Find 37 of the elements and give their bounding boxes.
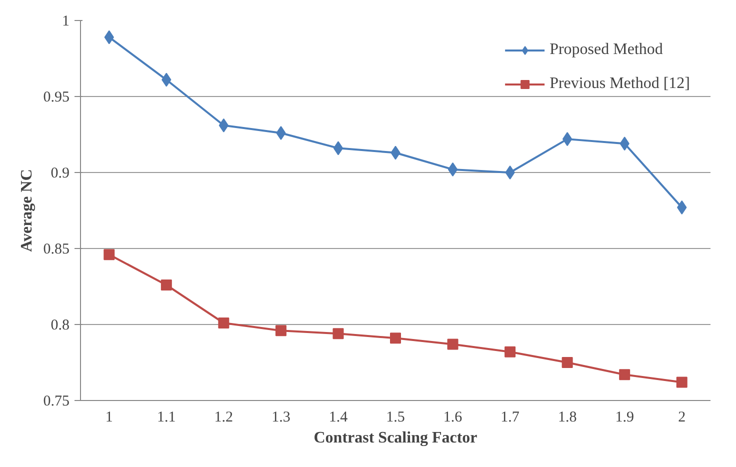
point: [275, 325, 286, 336]
point: [104, 249, 115, 260]
x-axis-title: Contrast Scaling Factor: [314, 430, 478, 446]
point: [505, 166, 515, 180]
y-tick-label: 0.95: [43, 90, 70, 106]
x-tick-label: 2: [678, 410, 686, 426]
y-tick-label: 0.85: [43, 242, 70, 258]
x-tick-label: 1.9: [615, 410, 634, 426]
x-tick-label: 1: [105, 410, 113, 426]
y-tick-label: 0.75: [43, 394, 70, 410]
x-tick-label: 1.7: [500, 410, 520, 426]
x-tick-label: 1.2: [214, 410, 234, 426]
point: [448, 162, 458, 176]
point: [218, 118, 229, 132]
point: [332, 328, 344, 340]
y-tick-label: 0.8: [50, 318, 70, 334]
point: [218, 317, 230, 328]
legend-label: Previous Method [12]: [550, 75, 690, 93]
y-tick-label: 0.9: [50, 166, 70, 182]
x-tick-label: 1.8: [558, 410, 577, 426]
x-tick-label: 1.5: [386, 410, 405, 426]
legend-label: Proposed Method: [550, 41, 663, 59]
point: [390, 332, 401, 344]
x-tick-label: 1.4: [328, 410, 348, 426]
y-axis-title: Average NC: [18, 169, 36, 252]
point: [562, 357, 573, 368]
point: [562, 132, 572, 146]
point: [160, 279, 172, 290]
point: [619, 369, 630, 380]
point: [333, 141, 344, 156]
point: [676, 376, 688, 388]
text: 1: [62, 14, 70, 30]
x-tick-label: 1.1: [157, 410, 176, 426]
x-tick-label: 1.3: [272, 410, 290, 426]
x-tick-label: 1.6: [443, 410, 463, 426]
point: [447, 338, 458, 350]
point: [504, 346, 516, 358]
